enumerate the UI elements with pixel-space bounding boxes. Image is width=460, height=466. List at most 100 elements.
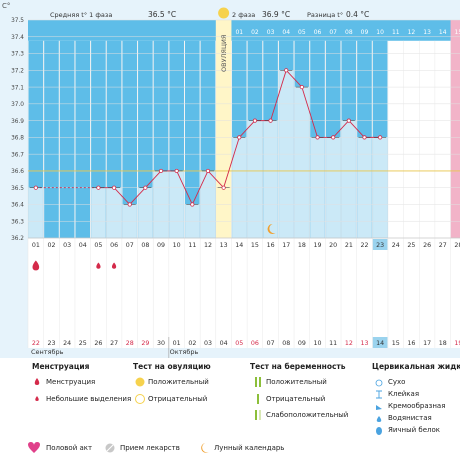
empty-column [106,40,122,188]
date-label: 26 [94,340,102,347]
sticky-icon [376,390,382,399]
cycle-day-label: 08 [141,242,149,249]
empty-column [200,40,216,171]
month-label-october: Октябрь [169,348,199,356]
menstruation-icon [34,378,40,385]
date-label: 25 [79,340,87,347]
phase2-day-number: 07 [329,29,337,36]
cycle-day-label: 22 [360,242,368,249]
empty-column [310,40,325,138]
pregnancy-positive-icon [255,377,257,387]
temperature-line-segment [223,137,240,188]
legend-title-menstruation: Менструация [32,362,90,371]
cycle-day-label: 01 [32,242,40,249]
date-label: 03 [204,340,212,347]
empty-column [325,40,341,138]
pregnancy-weak-icon [259,410,261,420]
y-tick-label: 36.9 [11,119,24,125]
spotting-icon [35,396,39,401]
cycle-day-label: 06 [110,242,118,249]
temperature-point [331,135,336,140]
temperature-point [33,185,38,190]
temperature-point [96,185,101,190]
empty-column [153,40,169,171]
y-tick-label: 37.1 [11,85,24,91]
date-label: 30 [157,340,165,347]
phase1-label: Средняя t° 1 фаза [50,11,112,19]
date-label: 12 [345,340,353,347]
phase2-day-number: 03 [267,29,275,36]
empty-column [91,40,106,188]
temperature-line-segment [348,120,365,138]
date-label: 10 [314,340,322,347]
cycle-day-label: 28 [454,242,460,249]
empty-column [263,40,278,121]
temperature-point [284,68,289,73]
legend-ovulation-negative: Отрицательный [148,395,208,403]
ovulation-positive-icon [135,377,145,387]
temperature-line-segment [285,70,303,88]
temperature-point [346,118,351,123]
date-label: 05 [235,340,243,347]
cycle-day-label: 15 [251,242,259,249]
phase2-day-number: 05 [298,29,306,36]
empty-column [28,40,44,188]
legend-cervical-item: Клейкая [388,390,420,398]
date-label: 11 [329,340,337,347]
cycle-day-label: 04 [79,242,87,249]
date-label: 17 [423,340,431,347]
cycle-day-label: 20 [329,242,337,249]
legend-intercourse: Половой акт [46,444,93,452]
cycle-day-label: 09 [157,242,165,249]
empty-column [231,40,247,138]
temperature-point [190,202,195,207]
date-label: 08 [282,340,290,347]
pregnancy-negative-icon [257,394,259,404]
cycle-day-label: 07 [126,242,134,249]
temperature-line-segment [191,170,209,205]
empty-column [372,40,388,138]
legend-pregnancy-weak: Слабоположительный [266,411,349,419]
y-tick-label: 36.3 [11,219,24,225]
phase2-day-number: 08 [345,29,353,36]
cycle-day-label: 02 [47,242,55,249]
y-tick-label: 37.3 [11,52,24,58]
current-day-highlight [372,239,388,250]
temperature-point [127,202,132,207]
y-tick-label: 36.5 [11,186,24,192]
current-date-highlight [372,337,388,348]
cycle-day-label: 21 [345,242,353,249]
y-tick-label: 36.2 [11,236,24,242]
phase2-day-number: 12 [408,29,416,36]
empty-column [185,40,200,205]
empty-column [341,40,357,121]
date-label: 04 [220,340,228,347]
cycle-day-label: 12 [204,242,212,249]
y-tick-label: 37.2 [11,69,24,75]
legend-title-cervical: Цервикальная жидко [372,362,460,371]
cycle-day-label: 14 [235,242,243,249]
unit-label: C° [2,2,10,10]
y-tick-label: 36.6 [11,169,24,175]
date-label: 14 [376,340,384,347]
cycle-day-label: 25 [407,242,415,249]
cycle-day-label: 16 [267,242,275,249]
spotting-drop-icon [111,262,117,269]
cycle-day-label: 26 [423,242,431,249]
month-label-september: Сентябрь [31,348,64,356]
y-tick-label: 37.5 [11,18,24,24]
empty-column [138,40,153,188]
phase2-day-number: 01 [235,29,243,36]
temperature-line-segment [129,187,146,205]
pill-line [106,444,114,452]
date-label: 28 [126,340,134,347]
legend-cervical-item: Водянистая [388,414,432,422]
temperature-line-segment [176,170,193,205]
date-label: 19 [454,340,460,347]
temperature-point [299,84,304,90]
temperature-point [111,185,117,190]
phase2-day-number: 13 [423,29,431,36]
empty-column [44,40,59,239]
date-label: 22 [32,340,40,347]
